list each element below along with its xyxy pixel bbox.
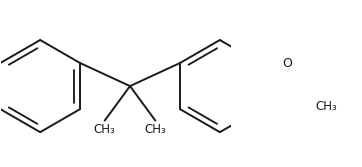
Text: CH₃: CH₃ [316,100,337,113]
Text: CH₃: CH₃ [144,123,166,136]
Text: O: O [282,57,292,69]
Text: CH₃: CH₃ [94,123,115,136]
